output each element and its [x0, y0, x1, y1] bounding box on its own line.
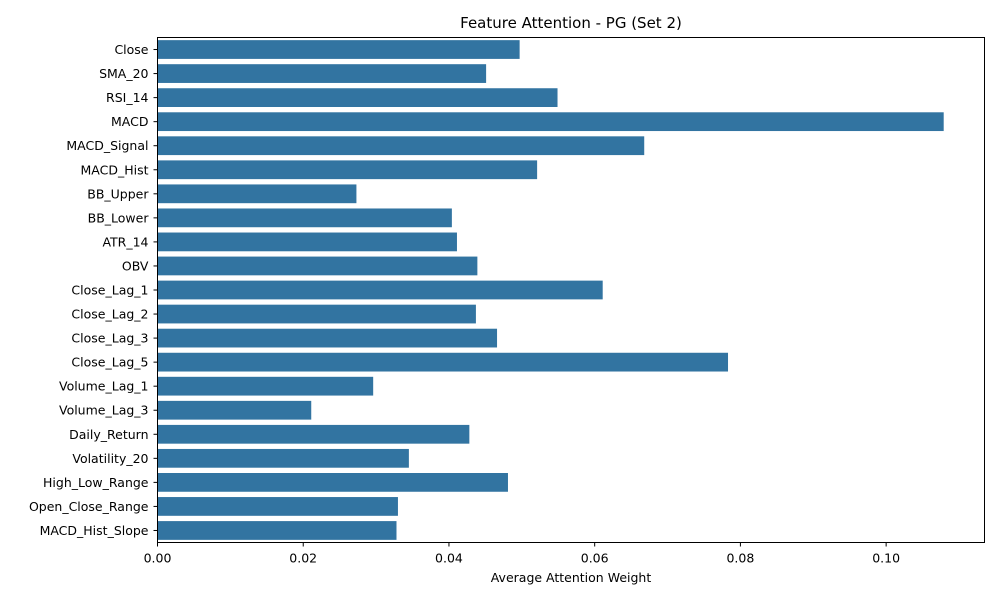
bars-group	[157, 40, 944, 540]
bar-obv	[157, 256, 478, 276]
bar-open-close-range	[157, 497, 398, 516]
y-tick-label: MACD_Signal	[66, 138, 148, 153]
bar-bb-lower	[157, 208, 452, 228]
x-tick-label: 0.00	[144, 551, 172, 566]
bar-macd-hist	[157, 160, 538, 180]
y-tick-label: Daily_Return	[69, 427, 148, 442]
y-tick-label: Volume_Lag_3	[59, 403, 149, 418]
x-tick-label: 0.06	[581, 551, 609, 566]
x-tick-label: 0.02	[289, 551, 317, 566]
y-tick-label: BB_Lower	[88, 210, 150, 225]
bar-macd-signal	[157, 136, 645, 156]
bar-daily-return	[157, 424, 470, 444]
x-axis-label: Average Attention Weight	[491, 570, 652, 585]
y-tick-label: Close_Lag_1	[71, 283, 148, 298]
y-tick-label: MACD	[111, 114, 148, 129]
plot-frame	[157, 37, 985, 543]
bar-macd	[157, 112, 944, 132]
x-tick-label: 0.10	[872, 551, 900, 566]
y-tick-label: BB_Upper	[87, 186, 149, 201]
bar-macd-hist-slope	[157, 521, 397, 540]
y-tick-label: MACD_Hist	[80, 162, 148, 177]
bar-atr-14	[157, 232, 457, 252]
x-axis-ticks: 0.00 0.02 0.04 0.06 0.08 0.10	[144, 542, 900, 566]
bar-close-lag-5	[157, 352, 729, 372]
y-tick-label: High_Low_Range	[43, 475, 149, 490]
y-tick-label: MACD_Hist_Slope	[40, 523, 149, 538]
x-tick-label: 0.04	[435, 551, 463, 566]
y-tick-label: Volatility_20	[72, 451, 148, 466]
bar-sma-20	[157, 64, 487, 83]
y-tick-label: Volume_Lag_1	[59, 379, 149, 394]
bar-close	[157, 40, 520, 59]
chart-title: Feature Attention - PG (Set 2)	[460, 14, 682, 32]
bar-high-low-range	[157, 473, 508, 492]
bar-close-lag-1	[157, 280, 603, 300]
bar-volume-lag-1	[157, 376, 374, 396]
y-tick-label: ATR_14	[102, 234, 148, 249]
x-tick-label: 0.08	[726, 551, 754, 566]
y-tick-label: Open_Close_Range	[29, 499, 149, 514]
y-tick-label: OBV	[122, 258, 149, 273]
y-axis-ticks: Close SMA_20 RSI_14 MACD MACD_Signal MACD_His…	[29, 42, 158, 538]
y-tick-label: RSI_14	[106, 90, 149, 105]
bar-rsi-14	[157, 88, 558, 107]
y-tick-label: SMA_20	[99, 66, 148, 81]
bar-bb-upper	[157, 184, 357, 204]
bar-close-lag-2	[157, 304, 476, 324]
bar-volume-lag-3	[157, 400, 312, 420]
y-tick-label: Close_Lag_3	[71, 331, 148, 346]
y-tick-label: Close_Lag_5	[71, 355, 148, 370]
y-tick-label: Close	[114, 42, 148, 57]
y-tick-label: Close_Lag_2	[71, 307, 148, 322]
bar-close-lag-3	[157, 328, 498, 348]
bar-volatility-20	[157, 448, 409, 468]
